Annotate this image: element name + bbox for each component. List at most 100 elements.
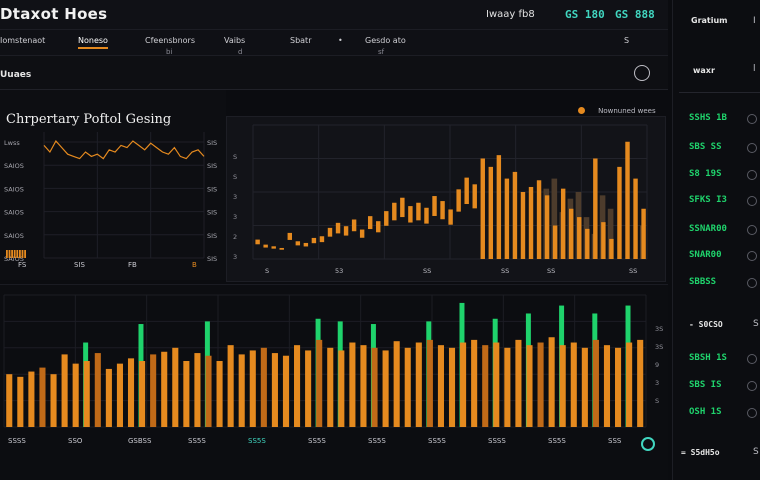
sidebar-subheader-glyph: l — [753, 64, 756, 74]
bar-orange — [504, 347, 511, 427]
sidebar-row-icon[interactable] — [747, 143, 757, 153]
tab-5[interactable]: Gesdo ato — [365, 36, 406, 45]
x-tick-label: S — [265, 267, 269, 275]
x-tick-label: SS — [547, 267, 555, 275]
subheader: Uuaes — [0, 56, 668, 90]
bar-orange — [116, 363, 123, 427]
bar — [536, 180, 542, 259]
sidebar-divider — [679, 92, 760, 93]
bar — [416, 202, 421, 221]
sidebar-row-icon[interactable] — [747, 170, 757, 180]
bar-orange — [526, 345, 533, 427]
bar-orange — [260, 347, 267, 427]
sidebar-row[interactable]: SBS SS — [689, 142, 722, 152]
y-tick-label: 3S — [655, 343, 663, 351]
bar — [488, 166, 494, 259]
sidebar-row[interactable]: SBS IS — [689, 380, 722, 390]
bar-orange — [94, 353, 101, 427]
bar-orange — [227, 345, 234, 427]
bar — [448, 209, 453, 225]
x-tick-label: 53 — [335, 267, 343, 275]
bar — [343, 226, 349, 236]
app-title: Dtaxot Hoes — [0, 5, 108, 23]
bar — [617, 166, 622, 259]
sidebar-row[interactable]: OSH 1S — [689, 407, 722, 417]
x-tick-label: SSSS — [8, 437, 26, 445]
bar — [512, 171, 518, 259]
upper-bar-chart-panel: S S 3 3 2 3 S 53 SS SS SS SS — [226, 116, 666, 282]
sidebar-row-icon[interactable] — [747, 196, 757, 206]
y-tick-label: 3S — [655, 325, 663, 333]
bar-orange — [592, 339, 599, 427]
tab-2[interactable]: Cfeensbnors — [145, 36, 195, 45]
subheader-label: Uuaes — [0, 70, 32, 80]
bar-orange — [382, 350, 389, 427]
tab-1[interactable]: Noneso — [78, 36, 108, 49]
sidebar-header: Gratium — [691, 16, 728, 25]
bar — [528, 186, 534, 259]
bar-orange — [271, 353, 278, 427]
bar-orange — [360, 345, 367, 427]
y-tick-label-right: SIS — [207, 139, 217, 147]
bar — [303, 242, 309, 247]
y-tick-label-left: SAIOS — [4, 162, 24, 170]
status-ring-icon[interactable] — [641, 437, 655, 451]
y-tick-label-right: SIS — [207, 232, 217, 240]
sidebar-row[interactable]: S8 19S — [689, 169, 722, 179]
bar-orange — [338, 350, 345, 427]
sidebar-row-icon[interactable] — [747, 381, 757, 391]
bar — [400, 197, 405, 218]
header-tag[interactable]: Iwaay fb8 — [486, 9, 535, 20]
bar-orange — [482, 345, 489, 427]
tab-4[interactable]: Sbatr — [290, 36, 312, 45]
x-tick-label: SIS — [74, 261, 86, 269]
bar-orange — [426, 339, 433, 427]
x-tick-label: SS5S — [248, 437, 266, 445]
y-tick-label: S — [655, 397, 659, 405]
bar — [552, 225, 558, 259]
bar — [255, 239, 260, 245]
sidebar-row[interactable]: SSHS 1B — [689, 113, 727, 123]
bar — [327, 227, 333, 237]
sidebar: Gratium I waxr l SSHS 1B SBS SS S8 19S S… — [672, 0, 760, 480]
bar — [392, 202, 397, 221]
bar-orange — [615, 347, 622, 427]
sidebar-row-icon[interactable] — [747, 251, 757, 261]
sidebar-row[interactable]: SBSH 1S — [689, 353, 727, 363]
y-tick-label: 3 — [233, 193, 237, 201]
x-tick-label: SS5S — [428, 437, 446, 445]
bar-orange — [327, 347, 334, 427]
sidebar-row[interactable]: SSNAR00 — [689, 224, 727, 234]
sidebar-row[interactable]: SBBSS — [689, 277, 717, 287]
tab-0[interactable]: Iomstenaot — [0, 36, 46, 45]
legend-dot-icon — [578, 107, 585, 114]
bar — [359, 229, 365, 238]
x-tick-label: B — [192, 261, 197, 269]
line-chart: Lwss SIS SAIOS SIS SAIOS SIS SAIOS SIS SAIOS SIS S… — [4, 132, 217, 269]
sidebar-row-icon[interactable] — [747, 278, 757, 288]
tab-3[interactable]: Vaibs — [224, 36, 246, 45]
y-tick-label-right: SIS — [207, 162, 217, 170]
bar-orange — [249, 350, 256, 427]
sidebar-row-icon[interactable] — [747, 114, 757, 124]
y-tick-label-left: SAIOS — [4, 255, 24, 263]
x-tick-label: GSBSS — [128, 437, 152, 445]
bar-orange — [294, 345, 301, 427]
x-tick-label: FS — [18, 261, 27, 269]
bar-orange — [28, 371, 35, 427]
bar-orange — [39, 367, 46, 427]
bar-orange — [471, 339, 478, 427]
bar — [319, 236, 325, 243]
sidebar-row-icon[interactable] — [747, 225, 757, 235]
x-tick-label: SS5S — [308, 437, 326, 445]
tab-6[interactable]: S — [624, 36, 630, 45]
sidebar-row[interactable]: SNAR00 — [689, 250, 722, 260]
bar — [335, 222, 341, 234]
refresh-icon[interactable] — [634, 65, 650, 81]
sidebar-row-icon[interactable] — [747, 354, 757, 364]
bar-orange — [448, 347, 456, 427]
sidebar-row-icon[interactable] — [747, 408, 757, 418]
y-tick-label: 3 — [655, 379, 659, 387]
sidebar-row[interactable]: SFKS I3 — [689, 195, 727, 205]
